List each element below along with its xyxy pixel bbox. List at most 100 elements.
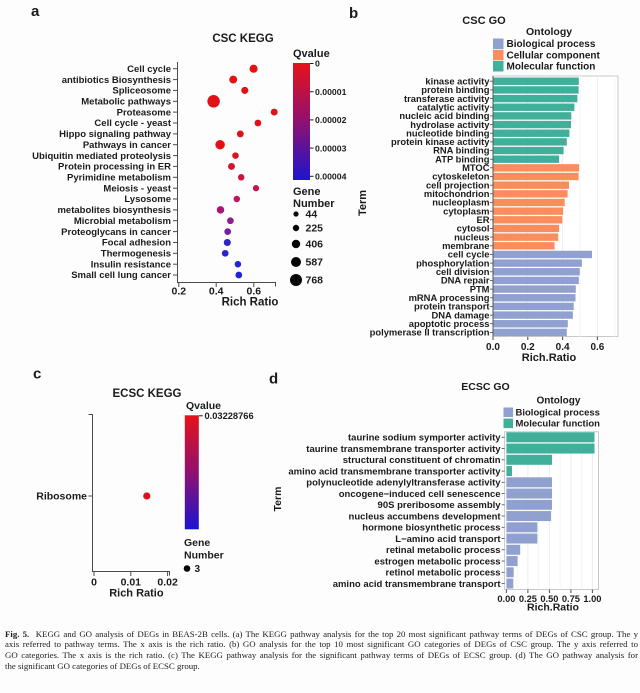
svg-text:ECSC GO: ECSC GO xyxy=(461,381,509,393)
svg-text:0.03228766: 0.03228766 xyxy=(205,411,254,421)
svg-text:L−amino acid transport: L−amino acid transport xyxy=(395,534,501,545)
svg-text:Focal adhesion: Focal adhesion xyxy=(102,238,171,249)
svg-text:0.00002: 0.00002 xyxy=(315,115,347,125)
svg-text:Term: Term xyxy=(272,487,284,512)
svg-text:nucleotide binding: nucleotide binding xyxy=(406,127,490,138)
svg-text:Rich Ratio: Rich Ratio xyxy=(222,297,279,309)
svg-text:0.00004: 0.00004 xyxy=(315,172,347,182)
svg-text:0.02: 0.02 xyxy=(157,577,178,589)
svg-text:Protein processing in ER: Protein processing in ER xyxy=(58,162,171,173)
svg-text:Number: Number xyxy=(293,198,335,210)
svg-text:Ontology: Ontology xyxy=(526,26,572,38)
svg-text:225: 225 xyxy=(306,223,324,235)
svg-text:ATP binding: ATP binding xyxy=(435,153,490,164)
svg-text:transferase activity: transferase activity xyxy=(404,93,490,104)
svg-text:oncogene−induced cell senescen: oncogene−induced cell senescence xyxy=(339,489,501,500)
svg-text:mitochondrion: mitochondrion xyxy=(424,188,490,199)
svg-text:Pathways in cancer: Pathways in cancer xyxy=(83,140,171,151)
svg-text:Spliceosome: Spliceosome xyxy=(112,86,171,97)
svg-text:Qvalue: Qvalue xyxy=(186,400,221,412)
svg-text:retinol metabolic process: retinol metabolic process xyxy=(386,568,501,579)
svg-text:nucleic acid binding: nucleic acid binding xyxy=(399,110,489,121)
svg-text:0.4: 0.4 xyxy=(556,342,570,353)
svg-text:Cell cycle: Cell cycle xyxy=(127,64,171,75)
svg-text:Small cell lung cancer: Small cell lung cancer xyxy=(71,270,171,281)
svg-text:0.2: 0.2 xyxy=(171,286,186,298)
svg-text:polynucleotide adenylyltransfe: polynucleotide adenylyltransferase activ… xyxy=(306,478,501,489)
svg-text:amino acid transmembrane trans: amino acid transmembrane transporter act… xyxy=(288,466,501,477)
svg-text:DNA repair: DNA repair xyxy=(441,275,490,286)
svg-text:0.00003: 0.00003 xyxy=(315,143,347,153)
svg-text:estrogen metabolic process: estrogen metabolic process xyxy=(374,556,500,567)
svg-text:antibiotics Biosynthesis: antibiotics Biosynthesis xyxy=(62,75,171,86)
svg-text:nucleoplasm: nucleoplasm xyxy=(432,197,489,208)
svg-text:Molecular function: Molecular function xyxy=(507,62,596,73)
svg-text:Gene: Gene xyxy=(184,537,210,549)
svg-text:Biological process: Biological process xyxy=(507,39,596,50)
svg-text:0.75: 0.75 xyxy=(562,594,580,604)
svg-text:metabolites biosynthesis: metabolites biosynthesis xyxy=(57,205,171,216)
svg-text:0.50: 0.50 xyxy=(540,594,558,604)
svg-text:Qvalue: Qvalue xyxy=(293,48,330,60)
svg-text:Ontology: Ontology xyxy=(537,396,581,407)
svg-text:Proteoglycans in cancer: Proteoglycans in cancer xyxy=(61,227,171,238)
svg-text:mRNA processing: mRNA processing xyxy=(409,292,490,303)
svg-text:cytoskeleton: cytoskeleton xyxy=(432,171,490,182)
svg-text:Microbial metabolism: Microbial metabolism xyxy=(74,216,171,227)
svg-text:Ubiquitin mediated proteolysis: Ubiquitin mediated proteolysis xyxy=(32,151,171,162)
svg-text:Molecular function: Molecular function xyxy=(516,419,601,430)
svg-text:Lysosome: Lysosome xyxy=(124,194,171,205)
svg-text:phosphorylation: phosphorylation xyxy=(416,257,490,268)
svg-text:Biological process: Biological process xyxy=(516,408,600,419)
svg-text:0.6: 0.6 xyxy=(246,286,261,298)
svg-text:taurine sodium symporter activ: taurine sodium symporter activity xyxy=(348,433,501,444)
svg-text:membrane: membrane xyxy=(442,240,489,251)
svg-text:hormone biosynthetic process: hormone biosynthetic process xyxy=(362,523,500,534)
svg-text:0.00001: 0.00001 xyxy=(315,87,347,97)
svg-text:Insulin resistance: Insulin resistance xyxy=(91,259,171,270)
svg-text:structural constituent of chro: structural constituent of chromatin xyxy=(343,455,501,466)
svg-text:protein binding: protein binding xyxy=(421,84,489,95)
svg-text:cell projection: cell projection xyxy=(426,179,490,190)
svg-text:RNA binding: RNA binding xyxy=(433,145,490,156)
svg-text:Rich.Ratio: Rich.Ratio xyxy=(527,602,579,614)
svg-text:0.01: 0.01 xyxy=(121,577,142,589)
svg-text:cytoplasm: cytoplasm xyxy=(443,205,489,216)
svg-text:Ribosome: Ribosome xyxy=(36,491,87,503)
svg-text:Term: Term xyxy=(357,190,369,216)
svg-text:nucleus accumbens development: nucleus accumbens development xyxy=(349,511,502,522)
svg-text:catalytic activity: catalytic activity xyxy=(417,101,490,112)
svg-text:MTOC: MTOC xyxy=(462,162,490,173)
svg-text:0.6: 0.6 xyxy=(590,342,604,353)
svg-text:0.4: 0.4 xyxy=(209,286,224,298)
svg-text:Hippo signaling pathway: Hippo signaling pathway xyxy=(59,129,172,140)
svg-text:0.25: 0.25 xyxy=(519,594,537,604)
svg-text:0.2: 0.2 xyxy=(521,342,535,353)
svg-text:Pyrimidine metabolism: Pyrimidine metabolism xyxy=(67,173,171,184)
svg-text:cell division: cell division xyxy=(436,266,490,277)
svg-text:1.00: 1.00 xyxy=(583,594,601,604)
svg-text:c: c xyxy=(33,366,41,383)
svg-text:Metabolic pathways: Metabolic pathways xyxy=(81,97,171,108)
svg-text:amino acid transmembrane trans: amino acid transmembrane transport xyxy=(333,579,502,590)
svg-text:taurine transmembrane transpor: taurine transmembrane transporter activi… xyxy=(306,444,501,455)
svg-text:Rich Ratio: Rich Ratio xyxy=(109,588,164,600)
svg-text:Thermogenesis: Thermogenesis xyxy=(101,249,171,260)
svg-text:a: a xyxy=(31,3,40,20)
svg-text:Gene: Gene xyxy=(293,186,321,198)
svg-text:0.00: 0.00 xyxy=(497,594,515,604)
svg-text:Meiosis - yeast: Meiosis - yeast xyxy=(103,183,171,194)
svg-text:0: 0 xyxy=(315,59,320,69)
svg-text:Proteasome: Proteasome xyxy=(117,107,171,118)
svg-text:retinal metabolic process: retinal metabolic process xyxy=(386,545,501,556)
svg-text:PTM: PTM xyxy=(470,283,490,294)
svg-text:0.0: 0.0 xyxy=(486,342,500,353)
svg-text:3: 3 xyxy=(195,564,201,575)
svg-text:CSC GO: CSC GO xyxy=(462,15,506,27)
svg-text:cytosol: cytosol xyxy=(457,223,490,234)
svg-text:hydrolase activity: hydrolase activity xyxy=(410,119,490,130)
svg-text:Cell cycle - yeast: Cell cycle - yeast xyxy=(94,118,171,129)
svg-text:90S preribosome assembly: 90S preribosome assembly xyxy=(378,500,502,511)
svg-text:protein kinase activity: protein kinase activity xyxy=(391,136,490,147)
svg-text:ECSC KEGG: ECSC KEGG xyxy=(112,388,181,400)
